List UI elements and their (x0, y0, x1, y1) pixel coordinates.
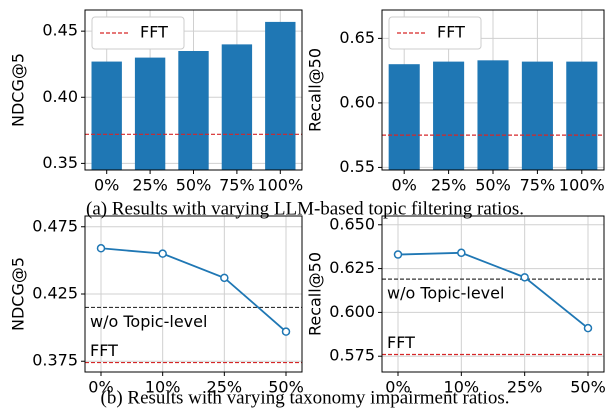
y-tick-label: 0.425 (32, 284, 78, 303)
x-tick-label: 50% (176, 176, 212, 195)
axes-frame (84, 215, 303, 373)
x-tick-label: 25% (132, 176, 168, 195)
x-tick-label: 75% (520, 176, 556, 195)
x-tick-label: 50% (475, 176, 511, 195)
annotation: w/o Topic-level (90, 312, 207, 331)
axes-frame (84, 9, 303, 171)
x-tick-label: 0% (94, 176, 119, 195)
y-tick-label: 0.55 (339, 157, 375, 176)
y-axis-label: Recall@50 (306, 252, 325, 336)
axes-frame (381, 215, 605, 373)
bar (566, 61, 598, 171)
y-tick-label: 0.65 (339, 28, 375, 47)
caption: (b) Results with varying taxonomy impair… (101, 387, 510, 408)
annotation: w/o Topic-level (387, 284, 504, 303)
bar (388, 64, 420, 170)
y-tick-label: 0.650 (329, 214, 375, 233)
marker (457, 248, 466, 258)
marker (281, 327, 291, 336)
x-tick-label: 75% (219, 176, 255, 195)
bar (178, 50, 209, 170)
y-tick-label: 0.35 (42, 153, 78, 172)
bar (265, 21, 296, 171)
axes-frame (381, 9, 605, 171)
x-tick-label: 50% (570, 378, 606, 397)
y-tick-label: 0.600 (329, 302, 375, 321)
bar (221, 44, 253, 170)
y-axis-label: NDCG@5 (9, 257, 28, 331)
marker (220, 273, 229, 283)
x-tick-label: 50% (268, 378, 304, 397)
y-tick-label: 0.60 (339, 92, 375, 111)
y-tick-label: 0.575 (329, 346, 375, 365)
x-tick-label: 25% (431, 176, 467, 195)
x-tick-label: 100% (257, 176, 303, 195)
x-tick-label: 0% (88, 378, 113, 397)
annotation: FFT (387, 333, 415, 352)
y-axis-label: Recall@50 (306, 48, 325, 132)
legend-label: FFT (437, 23, 465, 42)
y-tick-label: 0.625 (329, 258, 375, 277)
legend-label: FFT (140, 23, 168, 42)
x-tick-label: 10% (145, 378, 181, 397)
x-tick-label: 10% (444, 378, 480, 397)
bar (91, 61, 122, 170)
marker (520, 273, 529, 282)
x-tick-label: 100% (559, 176, 605, 195)
annotation: FFT (90, 341, 118, 360)
bar (477, 60, 509, 170)
x-tick-label: 25% (207, 378, 243, 397)
bar (521, 61, 553, 171)
line (397, 251, 589, 329)
marker (158, 249, 167, 258)
marker (583, 323, 593, 333)
caption: (a) Results with varying LLM-based topic… (86, 198, 524, 219)
x-tick-label: 25% (507, 378, 543, 397)
y-tick-label: 0.40 (42, 87, 78, 106)
marker (393, 250, 403, 259)
y-tick-label: 0.45 (42, 21, 78, 40)
bar (433, 61, 465, 171)
marker (96, 244, 106, 253)
legend-box (91, 16, 185, 50)
y-tick-label: 0.475 (32, 216, 78, 235)
x-tick-label: 0% (385, 378, 410, 397)
y-axis-label: NDCG@5 (9, 53, 28, 127)
line (100, 247, 287, 333)
x-tick-label: 0% (392, 176, 417, 195)
y-tick-label: 0.375 (32, 351, 78, 370)
bar (134, 57, 166, 171)
legend-box (388, 16, 482, 50)
